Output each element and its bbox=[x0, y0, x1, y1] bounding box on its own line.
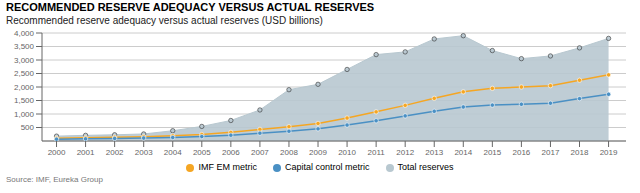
svg-text:3,000: 3,000 bbox=[14, 56, 35, 65]
svg-text:2003: 2003 bbox=[135, 148, 153, 157]
svg-text:2000: 2000 bbox=[48, 148, 66, 157]
svg-text:2010: 2010 bbox=[338, 148, 356, 157]
html-text:Capital control metric: Capital control metric bbox=[285, 162, 370, 172]
html-text:Recommended reserve adequacy v: Recommended reserve adequacy versus actu… bbox=[6, 15, 323, 26]
svg-text:3,500: 3,500 bbox=[14, 42, 35, 51]
svg-text:4,000: 4,000 bbox=[14, 29, 35, 38]
svg-text:2,500: 2,500 bbox=[14, 69, 35, 78]
svg-text:1,500: 1,500 bbox=[14, 96, 35, 105]
svg-text:500: 500 bbox=[21, 123, 35, 132]
svg-text:2001: 2001 bbox=[77, 148, 95, 157]
svg-text:2009: 2009 bbox=[309, 148, 327, 157]
svg-text:2,000: 2,000 bbox=[14, 83, 35, 92]
svg-text:2014: 2014 bbox=[454, 148, 472, 157]
svg-text:2002: 2002 bbox=[106, 148, 124, 157]
svg-text:2016: 2016 bbox=[513, 148, 531, 157]
html-text:RECOMMENDED RESERVE ADEQUACY V: RECOMMENDED RESERVE ADEQUACY VERSUS ACTU… bbox=[6, 1, 375, 13]
svg-text:1,000: 1,000 bbox=[14, 110, 35, 119]
svg-text:2017: 2017 bbox=[542, 148, 560, 157]
html-text:Total reserves: Total reserves bbox=[397, 162, 454, 172]
html-text:IMF EM metric: IMF EM metric bbox=[198, 162, 257, 172]
svg-text:2006: 2006 bbox=[222, 148, 240, 157]
html-text:Source: IMF, Eureka Group: Source: IMF, Eureka Group bbox=[6, 175, 103, 184]
svg-text:2004: 2004 bbox=[164, 148, 182, 157]
svg-text:2018: 2018 bbox=[571, 148, 589, 157]
svg-text:2011: 2011 bbox=[368, 148, 386, 157]
svg-text:2013: 2013 bbox=[425, 148, 443, 157]
svg-text:2007: 2007 bbox=[251, 148, 269, 157]
svg-text:2015: 2015 bbox=[483, 148, 501, 157]
svg-text:2008: 2008 bbox=[280, 148, 298, 157]
svg-text:2005: 2005 bbox=[193, 148, 211, 157]
svg-text:2019: 2019 bbox=[600, 148, 618, 157]
svg-text:2012: 2012 bbox=[396, 148, 414, 157]
